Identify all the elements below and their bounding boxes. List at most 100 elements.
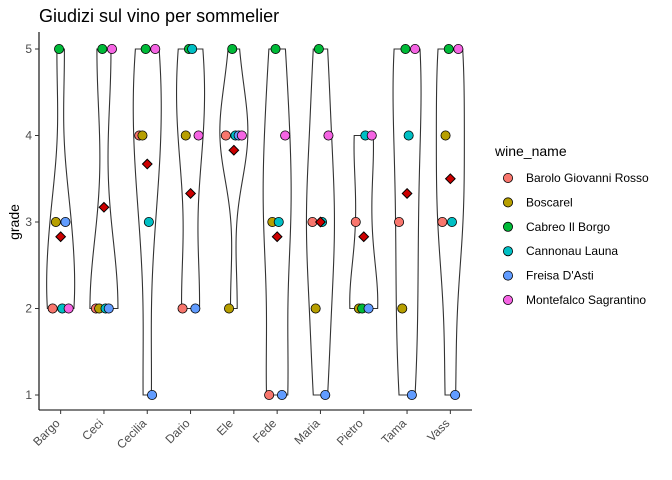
data-point [187, 44, 198, 55]
y-tick-label: 2 [25, 302, 32, 316]
legend-key [502, 197, 513, 208]
violin-cecilia [132, 48, 162, 396]
legend-key [502, 221, 513, 232]
legend-label: Barolo Giovanni Rosso [526, 171, 649, 185]
mean-marker [271, 231, 283, 243]
data-point [363, 303, 374, 314]
data-point [406, 389, 417, 400]
x-tick-label: Fede [250, 416, 279, 445]
data-point [270, 44, 281, 55]
mean-marker [141, 158, 153, 170]
violin-vass [435, 48, 465, 396]
plot-area [46, 44, 465, 400]
data-point [403, 130, 414, 141]
data-point [310, 303, 321, 314]
violin-bargo [46, 48, 76, 310]
y-tick-label: 3 [25, 215, 32, 229]
mean-marker [98, 201, 110, 213]
data-point [63, 303, 74, 314]
legend-title: wine_name [494, 143, 567, 159]
legend-key [502, 270, 513, 281]
data-point [273, 216, 284, 227]
data-point [313, 44, 324, 55]
x-tick-label: Tama [379, 416, 410, 447]
legend-label: Montefalco Sagrantino [526, 293, 646, 307]
data-point [143, 216, 154, 227]
legend: wine_name Barolo Giovanni Rosso Boscarel C… [494, 143, 649, 307]
y-tick-label: 1 [25, 388, 32, 402]
legend-label: Cannonau Launa [526, 244, 618, 258]
x-tick-label: Pietro [334, 416, 366, 448]
legend-label: Freisa D'Asti [526, 269, 594, 283]
violin-dario [176, 48, 206, 310]
data-point [320, 389, 331, 400]
legend-label: Boscarel [526, 195, 573, 209]
axes: 1 2 3 4 5 Bargo Ceci Cecilia Dario Ele Fede Maria Pi… [25, 32, 472, 452]
x-tick-label: Bargo [30, 416, 63, 449]
data-point [394, 216, 405, 227]
data-point [453, 44, 464, 55]
chart-title: Giudizi sul vino per sommelier [39, 6, 279, 26]
data-point [400, 44, 411, 55]
data-point [450, 389, 461, 400]
data-point [264, 389, 275, 400]
data-point [443, 44, 454, 55]
data-point [47, 303, 58, 314]
mean-marker [55, 231, 67, 243]
data-point [147, 389, 158, 400]
data-point [437, 216, 448, 227]
data-point [103, 303, 114, 314]
data-point [366, 130, 377, 141]
data-point [410, 44, 421, 55]
violin-ceci [89, 48, 119, 310]
x-tick-label: Vass [424, 416, 452, 444]
data-point [220, 130, 231, 141]
mean-marker [444, 173, 456, 185]
data-point [177, 303, 188, 314]
data-point [140, 44, 151, 55]
y-tick-label: 4 [25, 129, 32, 143]
x-tick-label: Ceci [79, 416, 106, 443]
mean-marker [314, 216, 326, 228]
data-point [106, 44, 117, 55]
data-point [97, 44, 108, 55]
legend-key [502, 294, 513, 305]
data-point [397, 303, 408, 314]
data-point [60, 216, 71, 227]
violin-pietro [349, 134, 379, 310]
data-point [227, 44, 238, 55]
x-tick-label: Ele [214, 416, 236, 438]
data-point [236, 130, 247, 141]
data-point [150, 44, 161, 55]
data-point [190, 303, 201, 314]
data-point [446, 216, 457, 227]
data-point [440, 130, 451, 141]
y-tick-label: 5 [25, 42, 32, 56]
data-point [193, 130, 204, 141]
mean-marker [401, 187, 413, 199]
violin-maria [305, 48, 336, 396]
violin-fede [262, 48, 292, 396]
mean-marker [228, 144, 240, 156]
violin-ele [219, 48, 249, 310]
mean-marker [358, 231, 370, 243]
legend-key [502, 246, 513, 257]
data-point [323, 130, 334, 141]
data-point [137, 130, 148, 141]
data-point [180, 130, 191, 141]
legend-label: Cabreo Il Borgo [526, 220, 610, 234]
data-point [50, 216, 61, 227]
legend-key [502, 172, 513, 183]
x-tick-label: Dario [162, 416, 192, 446]
mean-marker [185, 187, 197, 199]
data-point [276, 389, 287, 400]
data-point [224, 303, 235, 314]
data-point [54, 44, 65, 55]
y-axis-title: grade [6, 204, 22, 240]
x-tick-label: Maria [291, 416, 322, 447]
data-point [280, 130, 291, 141]
x-tick-label: Cecilia [114, 416, 150, 452]
violin-tama [392, 48, 422, 396]
data-point [350, 216, 361, 227]
